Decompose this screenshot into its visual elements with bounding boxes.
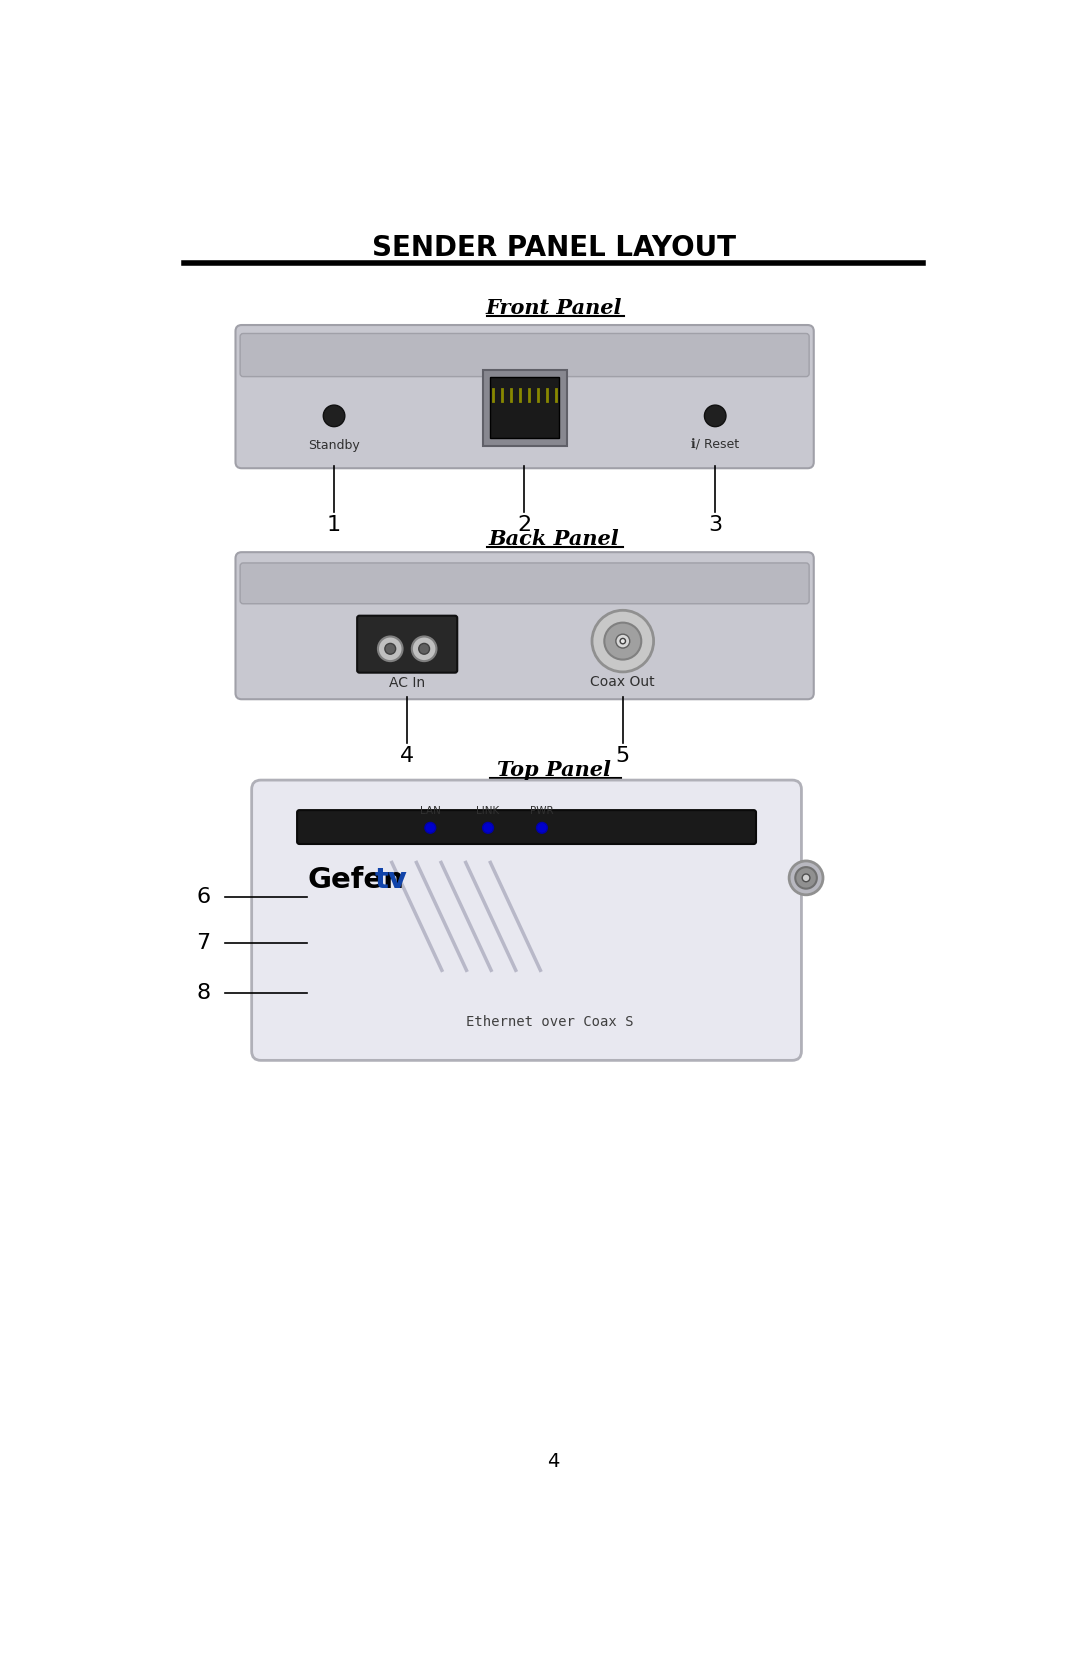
Circle shape (620, 639, 625, 644)
Circle shape (616, 634, 630, 648)
FancyBboxPatch shape (297, 809, 756, 845)
Text: 7: 7 (197, 933, 211, 953)
Text: LAN: LAN (420, 806, 441, 816)
Text: Coax Out: Coax Out (591, 674, 656, 689)
Circle shape (789, 861, 823, 895)
Text: AC In: AC In (389, 676, 426, 691)
FancyBboxPatch shape (240, 334, 809, 377)
Text: SENDER PANEL LAYOUT: SENDER PANEL LAYOUT (372, 234, 735, 262)
FancyBboxPatch shape (252, 779, 801, 1060)
Text: PWR: PWR (530, 806, 554, 816)
Circle shape (592, 611, 653, 673)
Text: 1: 1 (327, 516, 341, 536)
Text: Standby: Standby (308, 439, 360, 452)
Circle shape (384, 644, 395, 654)
Text: LINK: LINK (476, 806, 500, 816)
Text: ℹ/ Reset: ℹ/ Reset (691, 439, 740, 452)
Circle shape (537, 823, 548, 833)
Text: 4: 4 (548, 1452, 559, 1470)
FancyBboxPatch shape (235, 325, 813, 469)
Circle shape (419, 644, 430, 654)
Text: 4: 4 (400, 746, 415, 766)
Text: 2: 2 (517, 516, 531, 536)
Text: Gefen: Gefen (307, 866, 404, 895)
FancyBboxPatch shape (235, 552, 813, 699)
Circle shape (802, 875, 810, 881)
Circle shape (411, 636, 436, 661)
Text: Back Panel: Back Panel (488, 529, 619, 549)
FancyBboxPatch shape (240, 562, 809, 604)
Circle shape (323, 406, 345, 427)
Circle shape (378, 636, 403, 661)
FancyBboxPatch shape (357, 616, 457, 673)
Text: Top Panel: Top Panel (497, 759, 610, 779)
Circle shape (483, 823, 494, 833)
Circle shape (424, 823, 435, 833)
Text: Ethernet over Coax S: Ethernet over Coax S (465, 1015, 633, 1028)
Text: 3: 3 (708, 516, 723, 536)
Text: tv: tv (375, 866, 408, 895)
Text: 5: 5 (616, 746, 630, 766)
Text: Front Panel: Front Panel (485, 299, 622, 319)
Circle shape (704, 406, 726, 427)
Text: 8: 8 (197, 983, 211, 1003)
FancyBboxPatch shape (483, 369, 567, 446)
Text: 6: 6 (197, 888, 211, 908)
FancyBboxPatch shape (490, 377, 558, 439)
Circle shape (795, 868, 816, 888)
Circle shape (605, 623, 642, 659)
